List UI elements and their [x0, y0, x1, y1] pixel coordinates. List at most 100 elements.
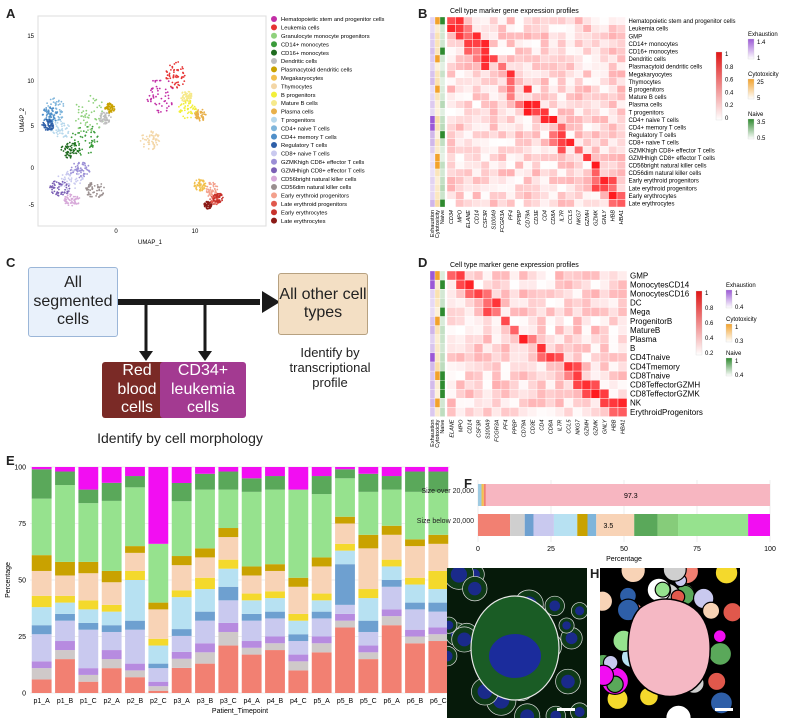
umap-point [190, 110, 192, 113]
umap-point [86, 116, 89, 119]
legend-label: GZMKhigh CD8+ effector T cells [281, 160, 364, 166]
bar-segment [288, 654, 309, 662]
umap-point [155, 95, 157, 98]
umap-point [52, 118, 55, 121]
umap-point [65, 183, 68, 186]
heatmap-cell [518, 361, 529, 372]
umap-point [84, 116, 87, 118]
heatmap-cell [536, 343, 547, 354]
umap-point [68, 198, 71, 201]
heatmap-cell [518, 270, 529, 281]
umap-point [79, 152, 82, 155]
umap-point [70, 144, 73, 147]
umap-point [195, 114, 198, 117]
heatmap-cell [565, 161, 575, 170]
heatmap-cell [557, 115, 567, 124]
umap-point [76, 197, 79, 200]
umap-point [209, 186, 212, 189]
heatmap-cell [565, 39, 575, 48]
annotation-cell [439, 289, 446, 299]
umap-point [187, 100, 190, 103]
umap-point [183, 74, 186, 77]
bar-segment [428, 471, 449, 492]
umap-point [222, 196, 224, 199]
heatmap-gene-label: S100A9 [491, 210, 497, 230]
flow-arrow-cd34-head [198, 351, 212, 361]
heatmap-cell [497, 85, 507, 94]
legend-label: Early erythrocytes [281, 210, 327, 216]
umap-point [93, 191, 95, 194]
size-category-label: Size below 20,000 [416, 518, 474, 525]
heatmap-cell [506, 130, 516, 139]
heatmap-cell [563, 334, 574, 344]
umap-point [89, 124, 91, 126]
bar-segment [78, 622, 99, 630]
heatmap-cell [599, 191, 609, 200]
heatmap-cell [473, 352, 484, 363]
heatmap-cell [574, 62, 584, 71]
heatmap-gene-label: PPBP [512, 419, 518, 434]
heatmap-cell [572, 325, 583, 335]
heatmap-cell [473, 270, 484, 281]
umap-point [64, 181, 66, 184]
heatmap-cell [455, 54, 465, 63]
heatmap-cell [514, 92, 524, 101]
heatmap-cell [497, 107, 507, 116]
heatmap-cell [527, 334, 538, 344]
umap-point [80, 174, 82, 177]
bar-segment [381, 489, 402, 526]
umap-point [66, 196, 69, 199]
heatmap-cell [464, 379, 475, 390]
umap-point [92, 102, 95, 104]
umap-point [87, 100, 90, 102]
heatmap-cell [565, 130, 575, 139]
umap-point [45, 118, 48, 121]
umap-point [75, 169, 78, 172]
heatmap-cell [480, 39, 490, 48]
bar-segment [335, 613, 355, 621]
heatmap-cell [548, 176, 558, 185]
umap-point [155, 133, 158, 136]
heatmap-cell [472, 100, 482, 109]
heatmap-cell [548, 85, 558, 94]
heatmap-cell [590, 352, 601, 363]
heatmap-cell [608, 279, 619, 290]
umap-point [143, 145, 145, 148]
umap-point [168, 74, 171, 76]
umap-point [182, 71, 184, 74]
flow-diagram: All segmented cells All other cell types… [0, 255, 420, 450]
heatmap-cell [463, 16, 473, 25]
umap-point [79, 169, 82, 172]
bar-segment [101, 467, 122, 483]
bar-segment [381, 580, 402, 587]
heatmap-row-label: ProgenitorB [630, 317, 672, 326]
bar-segment [218, 537, 239, 560]
umap-point [186, 112, 189, 115]
umap-point [74, 147, 77, 150]
heatmap-gene-label: CD14 [467, 420, 473, 434]
heatmap-cell [506, 123, 516, 132]
umap-point [165, 77, 168, 79]
annotation-cell [439, 279, 446, 290]
heatmap-row-label: GMP [630, 271, 648, 280]
heatmap-cell [489, 161, 499, 170]
heatmap-cell [591, 77, 601, 86]
heatmap-cell [518, 343, 529, 354]
heatmap-cell [455, 325, 466, 335]
heatmap-cell [608, 389, 619, 399]
bar-segment [31, 625, 52, 635]
bar-segment [101, 631, 122, 651]
umap-point [111, 105, 114, 108]
heatmap-row-label: Mature B cells [629, 95, 667, 101]
umap-point [70, 168, 72, 171]
heatmap-cell [480, 77, 490, 86]
bar-segment [195, 548, 215, 558]
heatmap-cell [497, 39, 507, 48]
annotation-cell [429, 138, 436, 147]
heatmap-cell [545, 361, 556, 372]
heatmap-cell [557, 145, 567, 154]
umap-point [171, 86, 174, 89]
bar-segment [381, 566, 402, 580]
annotation-cell [439, 77, 446, 86]
umap-point [78, 144, 80, 147]
